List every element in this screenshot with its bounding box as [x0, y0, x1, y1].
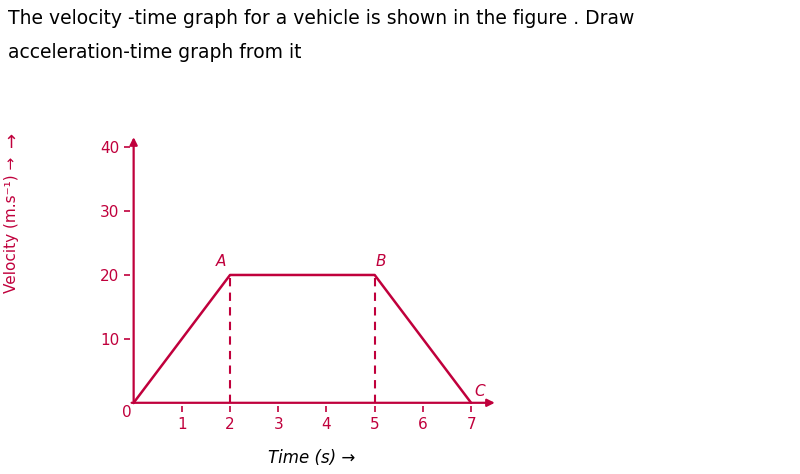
Text: The velocity -time graph for a vehicle is shown in the figure . Draw: The velocity -time graph for a vehicle i… — [8, 9, 634, 28]
Text: C: C — [474, 384, 485, 399]
Text: B: B — [375, 254, 386, 269]
Text: Time (s) →: Time (s) → — [268, 449, 356, 467]
Text: acceleration-time graph from it: acceleration-time graph from it — [8, 43, 302, 62]
Text: ↑: ↑ — [4, 134, 18, 152]
Text: 0: 0 — [122, 405, 131, 419]
Text: Velocity (m.s⁻¹) →: Velocity (m.s⁻¹) → — [4, 156, 18, 292]
Text: A: A — [216, 254, 226, 269]
